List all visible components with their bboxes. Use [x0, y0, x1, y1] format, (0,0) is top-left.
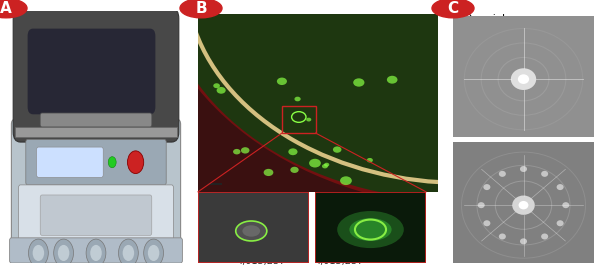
- Circle shape: [0, 0, 27, 18]
- Text: A: A: [0, 1, 12, 16]
- Text: 4,013,257: 4,013,257: [236, 256, 286, 266]
- Text: Pre-pick: Pre-pick: [465, 14, 509, 24]
- Text: 4,013,257: 4,013,257: [314, 256, 364, 266]
- Circle shape: [180, 0, 222, 18]
- Circle shape: [432, 0, 474, 18]
- Text: B: B: [195, 1, 207, 16]
- Text: Post-pick: Post-pick: [465, 142, 515, 152]
- Text: C: C: [448, 1, 458, 16]
